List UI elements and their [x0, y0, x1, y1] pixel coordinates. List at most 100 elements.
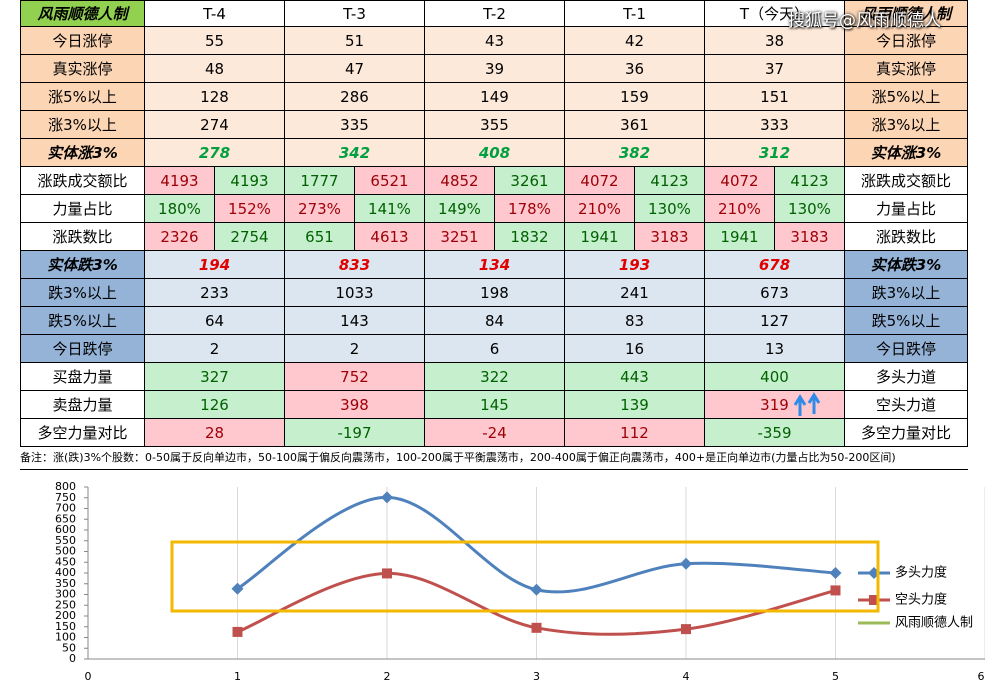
row-label: 买盘力量: [20, 363, 145, 391]
data-point: [232, 626, 243, 637]
split-cell: 1941: [565, 223, 635, 251]
legend-marker: [869, 595, 879, 605]
split-cell: 4072: [705, 167, 775, 195]
x-tick-label: 6: [978, 670, 985, 683]
x-tick-label: 0: [85, 670, 92, 683]
value-cell: 64: [145, 307, 285, 335]
highlight-box: [170, 540, 880, 613]
row-label: 跌3%以上: [845, 279, 968, 307]
row-label: 跌3%以上: [20, 279, 145, 307]
split-cell: 4072: [565, 167, 635, 195]
split-cell: 4193: [215, 167, 285, 195]
value-cell: 752: [285, 363, 425, 391]
value-cell: 355: [425, 111, 565, 139]
split-cell: 178%: [495, 195, 565, 223]
value-cell: 51: [285, 27, 425, 55]
split-cell: 4123: [635, 167, 705, 195]
value-cell: 241: [565, 279, 705, 307]
row-label: 实体涨3%: [845, 139, 968, 167]
split-cell: 210%: [565, 195, 635, 223]
row-label: 实体涨3%: [20, 139, 145, 167]
row-label: 实体跌3%: [20, 251, 145, 279]
legend-label: 空头力度: [895, 592, 947, 608]
split-cell: 180%: [145, 195, 215, 223]
data-point: [531, 622, 542, 633]
split-cell: 210%: [705, 195, 775, 223]
chart: 0 1 2 3 4 5 6050100150200250300350400450500550…: [55, 480, 985, 683]
data-point: [382, 568, 392, 579]
y-tick-label: 400: [55, 566, 76, 579]
row-label: 涨跌数比: [845, 223, 968, 251]
y-tick-label: 150: [55, 620, 76, 633]
row-label: 涨3%以上: [20, 111, 145, 139]
split-cell: 3183: [635, 223, 705, 251]
split-cell: 149%: [425, 195, 495, 223]
value-cell: 143: [285, 307, 425, 335]
row-label: 跌5%以上: [845, 307, 968, 335]
value-cell: 443: [565, 363, 705, 391]
legend-label: 多头力度: [895, 565, 947, 581]
value-cell: 151: [705, 83, 845, 111]
split-cell: 4193: [145, 167, 215, 195]
split-cell: 152%: [215, 195, 285, 223]
row-label: 今日涨停: [845, 27, 968, 55]
value-cell: 149: [425, 83, 565, 111]
y-tick-label: 300: [55, 588, 76, 601]
x-tick-label: 4: [683, 670, 690, 683]
header-cell: T-1: [565, 0, 705, 27]
row-label: 多头力道: [845, 363, 968, 391]
y-tick-label: 750: [55, 491, 76, 504]
header-cell: T（今天）: [705, 0, 845, 27]
value-cell: 127: [705, 307, 845, 335]
x-tick-label: 5: [832, 670, 839, 683]
value-cell: -24: [425, 419, 565, 447]
value-cell: 126: [145, 391, 285, 419]
value-cell: 335: [285, 111, 425, 139]
value-cell: 6: [425, 335, 565, 363]
x-tick-label: 1: [234, 670, 241, 683]
value-cell: 145: [425, 391, 565, 419]
y-tick-label: 350: [55, 577, 76, 590]
value-cell: 198: [425, 279, 565, 307]
row-label: 涨5%以上: [20, 83, 145, 111]
split-cell: 1832: [495, 223, 565, 251]
y-tick-label: 700: [55, 502, 76, 515]
value-cell: 37: [705, 55, 845, 83]
value-cell: 128: [145, 83, 285, 111]
value-cell: 84: [425, 307, 565, 335]
y-tick-label: 50: [62, 641, 76, 654]
header-cell: T-3: [285, 0, 425, 27]
row-label: 卖盘力量: [20, 391, 145, 419]
y-tick-label: 500: [55, 545, 76, 558]
value-cell: 342: [285, 139, 425, 167]
value-cell: 159: [565, 83, 705, 111]
value-cell: 28: [145, 419, 285, 447]
value-cell: 319: [705, 391, 845, 419]
value-cell: 382: [565, 139, 705, 167]
row-label: 多空力量对比: [20, 419, 145, 447]
value-cell: 2: [285, 335, 425, 363]
y-tick-label: 0: [69, 652, 76, 665]
value-cell: 36: [565, 55, 705, 83]
row-label: 今日涨停: [20, 27, 145, 55]
value-cell: 1033: [285, 279, 425, 307]
y-tick-label: 200: [55, 609, 76, 622]
value-cell: 673: [705, 279, 845, 307]
split-cell: 130%: [775, 195, 845, 223]
row-label: 涨跌成交额比: [845, 167, 968, 195]
data-point: [680, 557, 692, 570]
value-cell: 134: [425, 251, 565, 279]
row-label: 真实涨停: [845, 55, 968, 83]
value-cell: 678: [705, 251, 845, 279]
header-cell: T-2: [425, 0, 565, 27]
value-cell: 398: [285, 391, 425, 419]
value-cell: 194: [145, 251, 285, 279]
arrows-icon: [793, 392, 821, 416]
row-label: 力量占比: [20, 195, 145, 223]
y-tick-label: 250: [55, 598, 76, 611]
value-cell: 55: [145, 27, 285, 55]
split-cell: 3261: [495, 167, 565, 195]
value-cell: 274: [145, 111, 285, 139]
split-cell: 2754: [215, 223, 285, 251]
value-cell: 361: [565, 111, 705, 139]
